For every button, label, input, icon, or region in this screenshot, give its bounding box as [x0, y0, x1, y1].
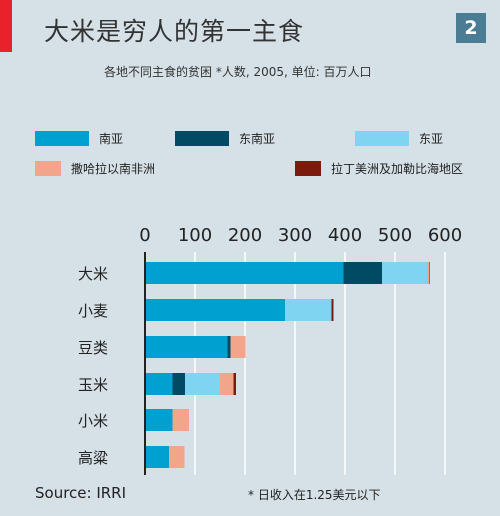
- category-label: 小米: [78, 412, 108, 430]
- category-label: 大米: [78, 265, 108, 283]
- bar-segment: [145, 409, 173, 431]
- category-label: 豆类: [78, 339, 108, 357]
- x-tick-label: 0: [139, 225, 150, 246]
- bar-segment: [230, 336, 246, 358]
- chart-number-badge: 2: [456, 13, 486, 43]
- chart-subtitle: 各地不同主食的贫困 *人数, 2005, 单位: 百万人口: [104, 65, 372, 79]
- legend-swatch: [175, 131, 229, 146]
- bar-segment: [145, 262, 344, 284]
- legend-item-east-asia: 东亚: [355, 130, 443, 147]
- bar-segment: [382, 262, 427, 284]
- legend-item-sub-saharan-africa: 撒哈拉以南非洲: [35, 160, 155, 177]
- bar-segment: [285, 299, 332, 321]
- bar-segment: [429, 262, 430, 284]
- legend-label: 南亚: [99, 132, 124, 146]
- bar-segment: [343, 262, 382, 284]
- legend-swatch: [295, 161, 321, 176]
- x-tick-label: 400: [328, 225, 362, 246]
- legend-swatch: [35, 131, 89, 146]
- chart-title: 大米是穷人的第一主食: [44, 17, 305, 46]
- legend-item-south-asia: 南亚: [35, 130, 123, 147]
- bar-segment: [145, 373, 173, 395]
- legend-swatch: [35, 161, 61, 176]
- bar-segment: [185, 373, 220, 395]
- bar-segment: [220, 373, 234, 395]
- bar-segment: [233, 373, 236, 395]
- x-tick-label: 100: [178, 225, 212, 246]
- legend-label: 拉丁美洲及加勒比海地区: [331, 162, 464, 176]
- x-tick-label: 500: [378, 225, 412, 246]
- bar-segment: [145, 446, 169, 468]
- legend-item-southeast-asia: 东南亚: [175, 130, 275, 147]
- category-label: 小麦: [78, 302, 108, 320]
- x-tick-label: 200: [228, 225, 262, 246]
- bar-segment: [331, 299, 334, 321]
- bar-segment: [145, 299, 285, 321]
- legend-swatch: [355, 131, 409, 146]
- bar-segment: [145, 336, 228, 358]
- category-label: 高粱: [78, 449, 108, 467]
- bar-segment: [169, 446, 185, 468]
- bar-segment: [227, 336, 231, 358]
- footnote: * 日收入在1.25美元以下: [248, 488, 381, 502]
- bar-segment: [172, 373, 185, 395]
- legend-item-latin-america: 拉丁美洲及加勒比海地区: [295, 160, 463, 177]
- accent-red-bar: [0, 0, 12, 52]
- source-note: Source: IRRI: [35, 484, 127, 502]
- bar-segment: [172, 409, 189, 431]
- legend-label: 东南亚: [239, 132, 276, 146]
- x-tick-label: 300: [278, 225, 312, 246]
- category-label: 玉米: [78, 376, 108, 394]
- legend-label: 撒哈拉以南非洲: [71, 162, 156, 176]
- bar-segment: [427, 262, 430, 284]
- legend-label: 东亚: [419, 132, 444, 146]
- x-tick-label: 600: [428, 225, 462, 246]
